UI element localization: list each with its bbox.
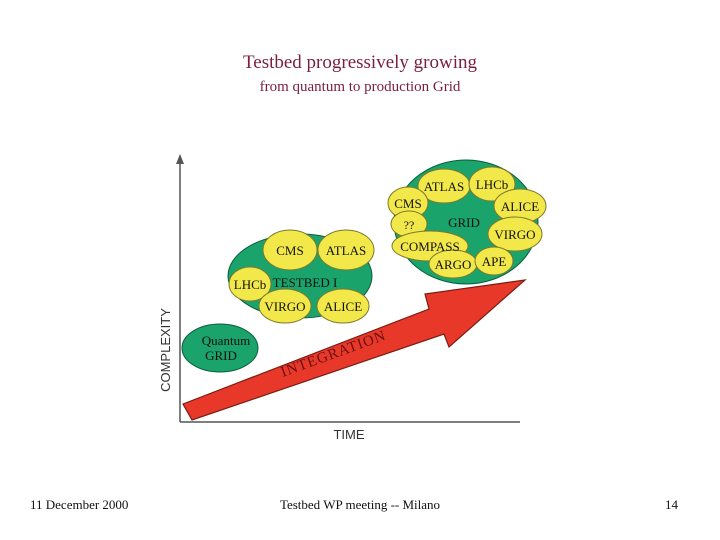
- stage1-label-line1: Quantum: [202, 333, 250, 348]
- footer-page-number: 14: [665, 497, 678, 512]
- stage2-center-label: TESTBED I: [273, 275, 338, 290]
- footer-event: Testbed WP meeting -- Milano: [279, 497, 441, 512]
- stage3-label-cms: CMS: [394, 196, 421, 211]
- stage2-label-virgo: VIRGO: [264, 299, 305, 314]
- slide-subtitle: from quantum to production Grid: [259, 79, 461, 95]
- x-axis-label: TIME: [333, 427, 364, 442]
- stage3-label-lhcb: LHCb: [476, 177, 509, 192]
- stage2-bubble-lhcb: [228, 266, 272, 302]
- stage1-label-line2: GRID: [205, 348, 237, 363]
- stage3-label-virgo: VIRGO: [494, 227, 535, 242]
- stage2-label-alice: ALICE: [324, 299, 362, 314]
- y-axis-arrowhead: [176, 154, 184, 164]
- integration-arrow: [182, 279, 527, 421]
- stage1-quantum-grid-cloud: [181, 323, 259, 373]
- stage2-bubble-cms: [262, 229, 318, 271]
- stage2-bubble-atlas: [317, 229, 375, 271]
- stage2-bubble-virgo: [258, 288, 312, 324]
- stage3-label-unknown: ??: [404, 218, 415, 232]
- stage2-label-atlas: ATLAS: [326, 243, 366, 258]
- stage3-label-atlas: ATLAS: [424, 179, 464, 194]
- stage2-label-cms: CMS: [276, 243, 303, 258]
- stage3-bubble-ape: [474, 246, 514, 276]
- stage3-bubble-virgo: [487, 216, 543, 252]
- stage3-label-argo: ARGO: [435, 257, 472, 272]
- stage3-center-label: GRID: [448, 215, 480, 230]
- stage3-label-ape: APE: [482, 254, 507, 269]
- y-axis-label: COMPLEXITY: [158, 308, 173, 392]
- footer-date: 11 December 2000: [30, 497, 129, 512]
- stage3-label-compass: COMPASS: [400, 239, 460, 254]
- slide-title: Testbed progressively growing: [242, 52, 477, 73]
- stage2-bubble-alice: [316, 288, 370, 324]
- stage2-label-lhcb: LHCb: [234, 277, 267, 292]
- stage3-label-alice: ALICE: [501, 199, 539, 214]
